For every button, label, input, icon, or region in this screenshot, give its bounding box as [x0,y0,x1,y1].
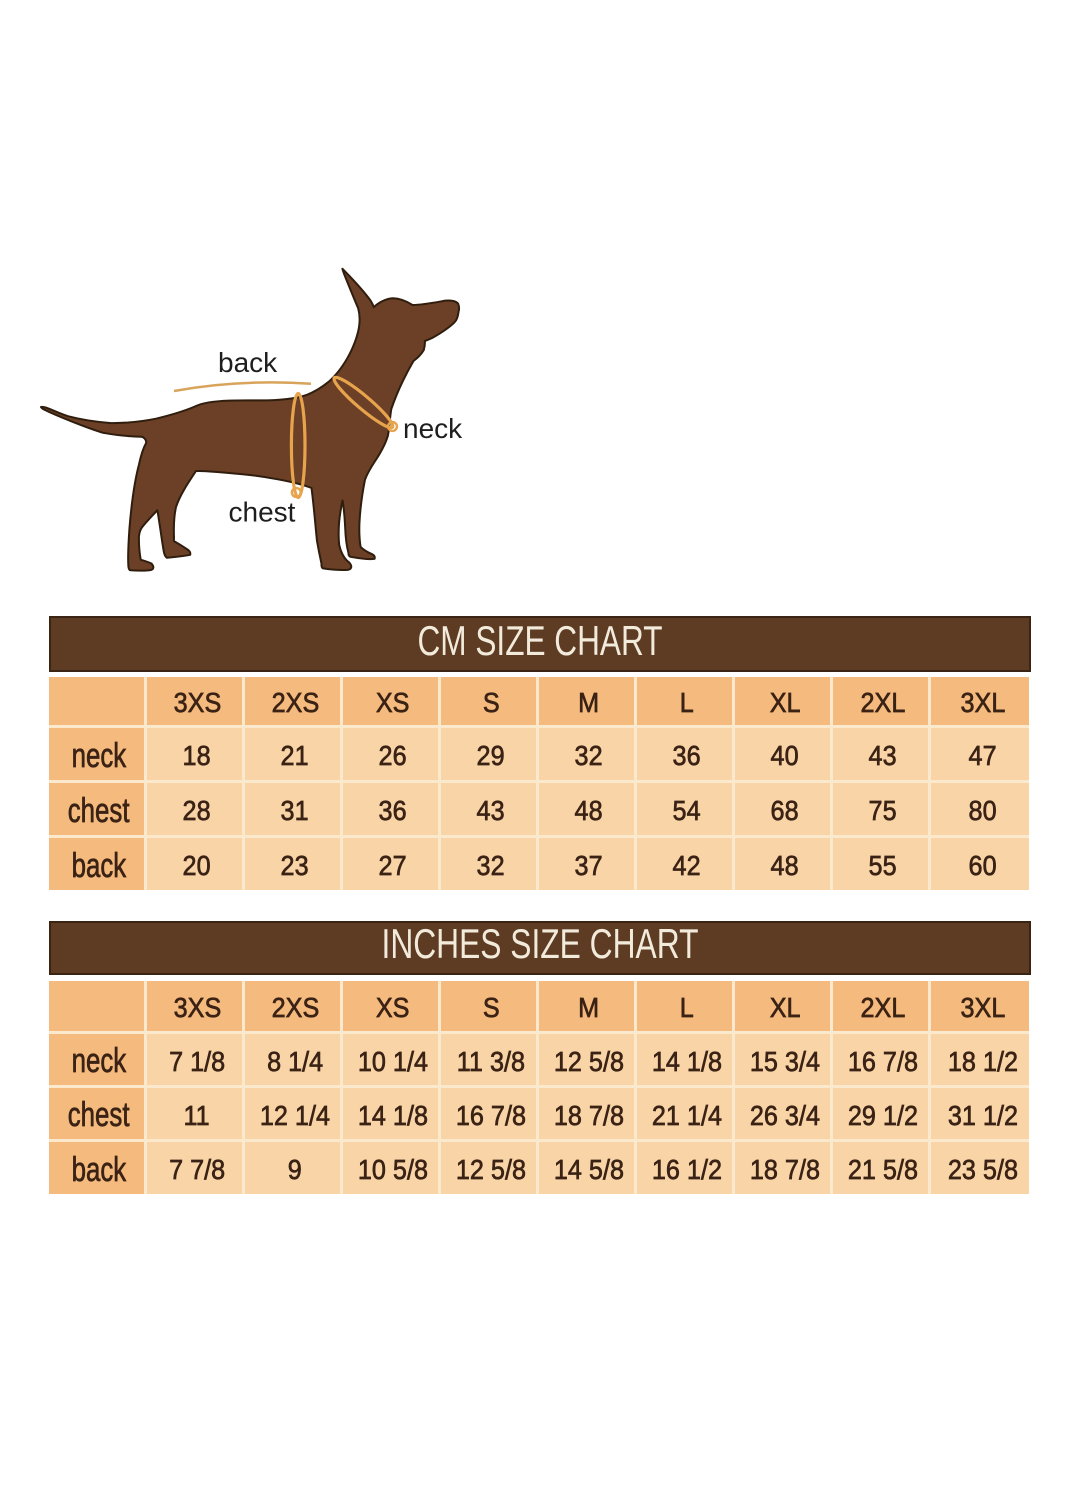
svg-text:back: back [218,347,278,378]
svg-text:chest: chest [229,497,296,528]
svg-text:neck: neck [403,413,463,444]
